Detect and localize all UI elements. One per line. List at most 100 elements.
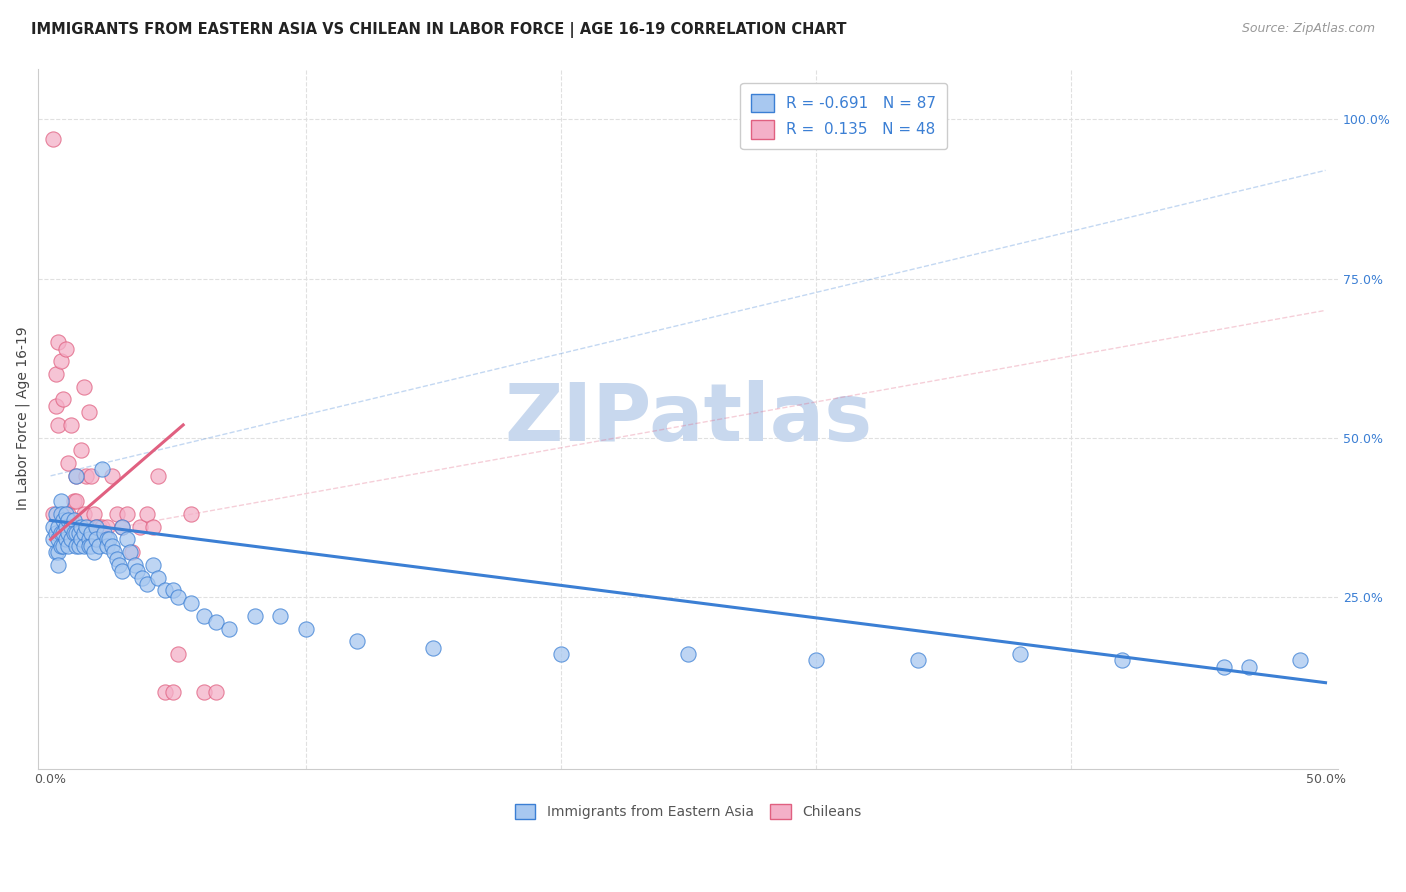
Point [42, 533, 65, 547]
Point [96, 539, 118, 553]
Point [73, 507, 96, 521]
Y-axis label: In Labor Force | Age 16-19: In Labor Force | Age 16-19 [15, 326, 30, 510]
Point [269, 608, 291, 623]
Point [65, 539, 87, 553]
Point [105, 551, 128, 566]
Point [167, 590, 190, 604]
Point [118, 545, 141, 559]
Point [55, 507, 77, 521]
Point [52, 539, 75, 553]
Text: Source: ZipAtlas.com: Source: ZipAtlas.com [1241, 22, 1375, 36]
Point [42, 520, 65, 534]
Point [162, 685, 184, 699]
Point [70, 533, 93, 547]
Point [1008, 647, 1031, 661]
Point [155, 583, 177, 598]
Point [121, 545, 143, 559]
Point [1237, 660, 1260, 674]
Point [55, 533, 77, 547]
Point [52, 392, 75, 407]
Point [59, 417, 82, 432]
Point [59, 533, 82, 547]
Point [146, 468, 169, 483]
Point [111, 564, 134, 578]
Point [111, 520, 134, 534]
Point [103, 545, 125, 559]
Point [46, 545, 69, 559]
Point [45, 526, 67, 541]
Point [75, 468, 97, 483]
Point [124, 558, 146, 572]
Point [70, 520, 93, 534]
Point [62, 494, 84, 508]
Point [550, 647, 572, 661]
Point [75, 520, 97, 534]
Point [49, 507, 72, 521]
Point [58, 507, 80, 521]
Point [86, 520, 108, 534]
Point [55, 520, 77, 534]
Point [49, 526, 72, 541]
Point [77, 520, 100, 534]
Point [155, 685, 177, 699]
Point [86, 520, 108, 534]
Point [1289, 653, 1312, 667]
Point [205, 615, 228, 630]
Point [96, 533, 118, 547]
Point [142, 558, 165, 572]
Point [59, 520, 82, 534]
Point [52, 507, 75, 521]
Point [58, 513, 80, 527]
Point [136, 507, 159, 521]
Point [83, 507, 105, 521]
Point [127, 564, 149, 578]
Point [422, 640, 444, 655]
Point [93, 526, 115, 541]
Point [218, 622, 240, 636]
Point [96, 520, 118, 534]
Point [90, 462, 112, 476]
Point [87, 539, 110, 553]
Point [65, 468, 87, 483]
Point [42, 131, 65, 145]
Point [58, 539, 80, 553]
Point [115, 507, 138, 521]
Point [1111, 653, 1133, 667]
Point [73, 380, 96, 394]
Point [111, 520, 134, 534]
Point [193, 608, 215, 623]
Point [49, 494, 72, 508]
Point [62, 513, 84, 527]
Point [205, 685, 228, 699]
Point [46, 558, 69, 572]
Point [73, 526, 96, 541]
Legend: Immigrants from Eastern Asia, Chileans: Immigrants from Eastern Asia, Chileans [509, 798, 868, 825]
Point [65, 468, 87, 483]
Point [46, 335, 69, 350]
Point [87, 520, 110, 534]
Point [45, 507, 67, 521]
Point [105, 507, 128, 521]
Text: IMMIGRANTS FROM EASTERN ASIA VS CHILEAN IN LABOR FORCE | AGE 16-19 CORRELATION C: IMMIGRANTS FROM EASTERN ASIA VS CHILEAN … [31, 22, 846, 38]
Point [131, 571, 153, 585]
Point [67, 520, 90, 534]
Point [804, 653, 827, 667]
Point [46, 520, 69, 534]
Point [346, 634, 368, 648]
Point [90, 520, 112, 534]
Point [67, 539, 90, 553]
Point [45, 545, 67, 559]
Point [52, 513, 75, 527]
Point [243, 608, 266, 623]
Point [294, 622, 316, 636]
Point [45, 399, 67, 413]
Point [67, 526, 90, 541]
Point [676, 647, 699, 661]
Point [77, 405, 100, 419]
Point [58, 456, 80, 470]
Point [80, 526, 103, 541]
Point [167, 647, 190, 661]
Point [83, 545, 105, 559]
Point [55, 342, 77, 356]
Point [55, 520, 77, 534]
